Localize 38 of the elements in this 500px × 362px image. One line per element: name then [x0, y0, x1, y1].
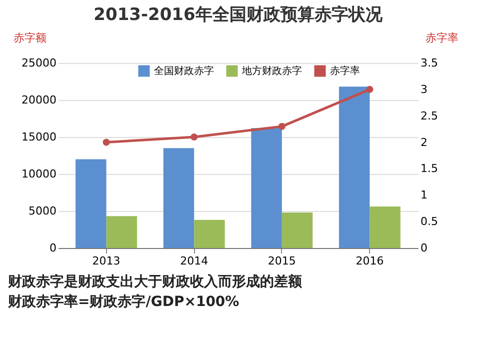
y-axis-title: 赤字额 — [14, 32, 46, 44]
point — [190, 133, 198, 141]
chart-title: 2013-2016年全国财政预算赤字状况 — [94, 5, 384, 25]
text: 财政赤字率=财政赤字/GDP×100% — [7, 293, 240, 310]
bar — [282, 212, 313, 248]
bar — [194, 220, 225, 248]
y-tick-label: 25000 — [22, 56, 56, 70]
text: 财政赤字是财政支出大于财政收入而形成的差额 — [7, 273, 303, 290]
y2-tick-label: 2.5 — [420, 109, 438, 122]
x-tick-label: 2016 — [356, 254, 384, 268]
legend-label: 全国财政赤字 — [154, 65, 214, 77]
y-tick-label: 20000 — [22, 94, 56, 106]
bar — [163, 148, 194, 248]
bar — [251, 128, 282, 248]
y2-tick-label: 2 — [420, 136, 428, 149]
legend-label: 赤字率 — [330, 65, 360, 77]
bar — [76, 159, 106, 248]
point — [278, 122, 286, 130]
y2-tick-label: 1.5 — [420, 162, 438, 176]
y2-tick-label: 1 — [420, 188, 428, 202]
bar — [106, 216, 138, 248]
y-tick-label: 5000 — [28, 204, 56, 218]
bar — [338, 86, 370, 248]
legend-label: 地方财政赤字 — [241, 65, 302, 77]
x-tick-label: 2013 — [92, 254, 120, 268]
y2-tick-label: 0.5 — [420, 215, 438, 228]
point — [366, 86, 374, 93]
y-tick-label: 15000 — [22, 130, 56, 144]
point — [102, 138, 110, 146]
x-tick-label: 2014 — [180, 254, 208, 268]
y2-tick-label: 3.5 — [420, 56, 438, 70]
x-tick-label: 2015 — [268, 254, 296, 268]
y-tick-label: 10000 — [22, 168, 56, 180]
y2-tick-label: 3 — [420, 82, 428, 96]
y2-tick-label: 0 — [420, 242, 428, 254]
y-tick-label: 0 — [50, 242, 56, 254]
y2-axis-title: 赤字率 — [426, 32, 458, 44]
bar — [370, 206, 400, 248]
